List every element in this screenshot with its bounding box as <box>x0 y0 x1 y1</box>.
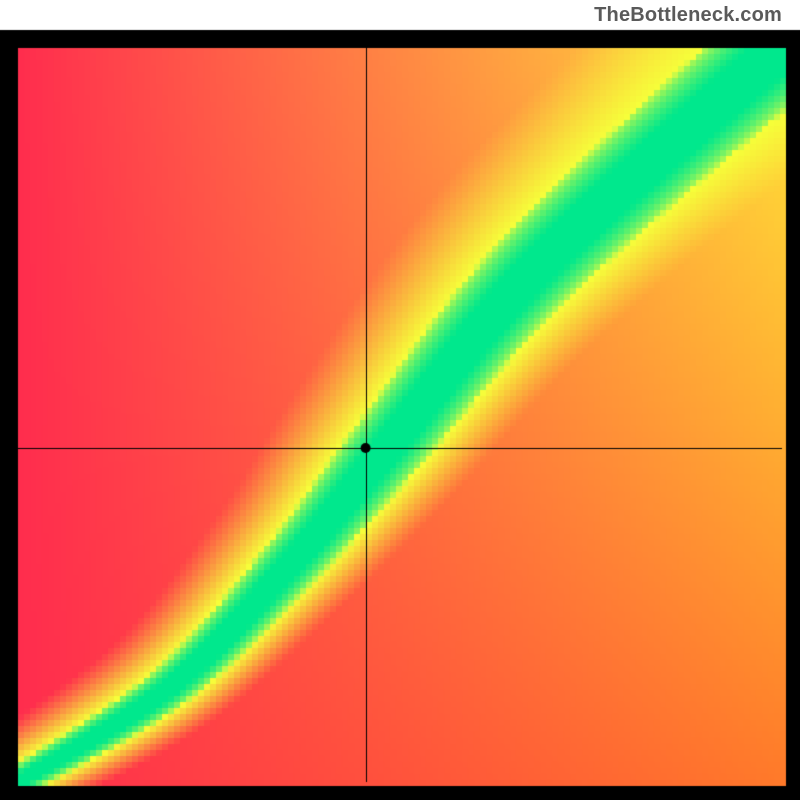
chart-container: TheBottleneck.com <box>0 0 800 800</box>
bottleneck-heatmap <box>0 0 800 800</box>
watermark-text: TheBottleneck.com <box>594 4 782 27</box>
